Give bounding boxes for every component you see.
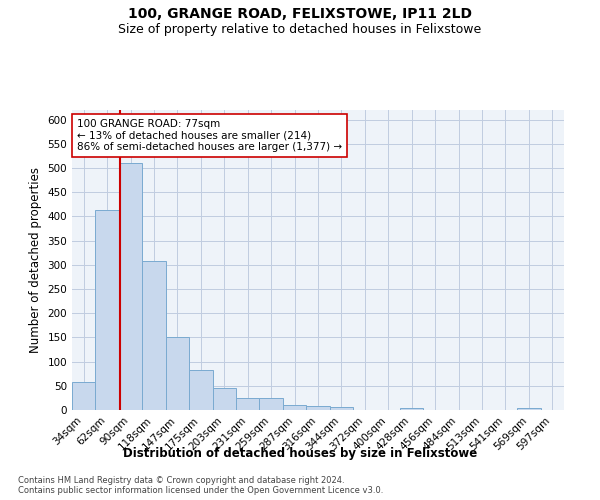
Bar [283, 405, 306, 410]
Bar [119, 163, 142, 410]
Bar [212, 388, 236, 410]
Bar [72, 382, 95, 410]
Text: 100, GRANGE ROAD, FELIXSTOWE, IP11 2LD: 100, GRANGE ROAD, FELIXSTOWE, IP11 2LD [128, 8, 472, 22]
Bar [142, 262, 166, 410]
Bar [400, 408, 424, 410]
Bar [306, 406, 330, 410]
Text: Distribution of detached houses by size in Felixstowe: Distribution of detached houses by size … [123, 448, 477, 460]
Text: Contains HM Land Registry data © Crown copyright and database right 2024.
Contai: Contains HM Land Registry data © Crown c… [18, 476, 383, 495]
Bar [95, 210, 119, 410]
Bar [166, 338, 189, 410]
Bar [236, 398, 259, 410]
Bar [189, 370, 212, 410]
Bar [330, 407, 353, 410]
Text: Size of property relative to detached houses in Felixstowe: Size of property relative to detached ho… [118, 22, 482, 36]
Y-axis label: Number of detached properties: Number of detached properties [29, 167, 42, 353]
Bar [259, 398, 283, 410]
Text: 100 GRANGE ROAD: 77sqm
← 13% of detached houses are smaller (214)
86% of semi-de: 100 GRANGE ROAD: 77sqm ← 13% of detached… [77, 119, 342, 152]
Bar [517, 408, 541, 410]
